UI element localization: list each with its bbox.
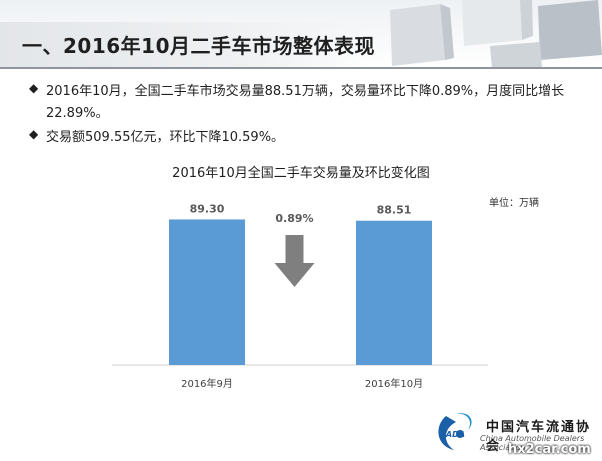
watermark: hx2car.com <box>508 442 591 457</box>
cada-logo <box>438 413 472 450</box>
logo-abbreviation: CADA <box>440 430 465 439</box>
page-title: 一、2016年10月二手车市场整体表现 <box>22 34 375 58</box>
bullet-text-2: 交易额509.55亿元，环比下降10.59%。 <box>46 130 285 145</box>
chart-title: 2016年10月全国二手车交易量及环比变化图 <box>172 166 430 181</box>
title-divider <box>0 67 602 69</box>
data-label-1: 89.30 <box>190 202 225 215</box>
data-label-2: 88.51 <box>377 204 412 217</box>
header-band <box>0 22 372 68</box>
unit-label: 单位：万辆 <box>489 198 539 209</box>
cubes-decoration <box>390 0 602 68</box>
x-tick-label-1: 2016年9月 <box>181 377 233 390</box>
diamond-bullet-icon: ◆ <box>29 127 39 141</box>
bullet-text-1: 2016年10月，全国二手车市场交易量88.51万辆，交易量环比下降0.89%，… <box>46 84 565 121</box>
bar-2 <box>356 220 432 365</box>
diamond-bullet-icon: ◆ <box>29 81 39 95</box>
down-arrow-icon <box>274 235 315 287</box>
logo-english-name: China Automobile Dealers Association <box>480 434 585 452</box>
x-tick-label-2: 2016年10月 <box>365 377 423 390</box>
slide-header: 一、2016年10月二手车市场整体表现 <box>0 0 602 68</box>
change-label: 0.89% <box>275 212 313 225</box>
logo-chinese-name: 中国汽车流通协会 <box>486 420 592 454</box>
bar-1 <box>169 219 245 365</box>
